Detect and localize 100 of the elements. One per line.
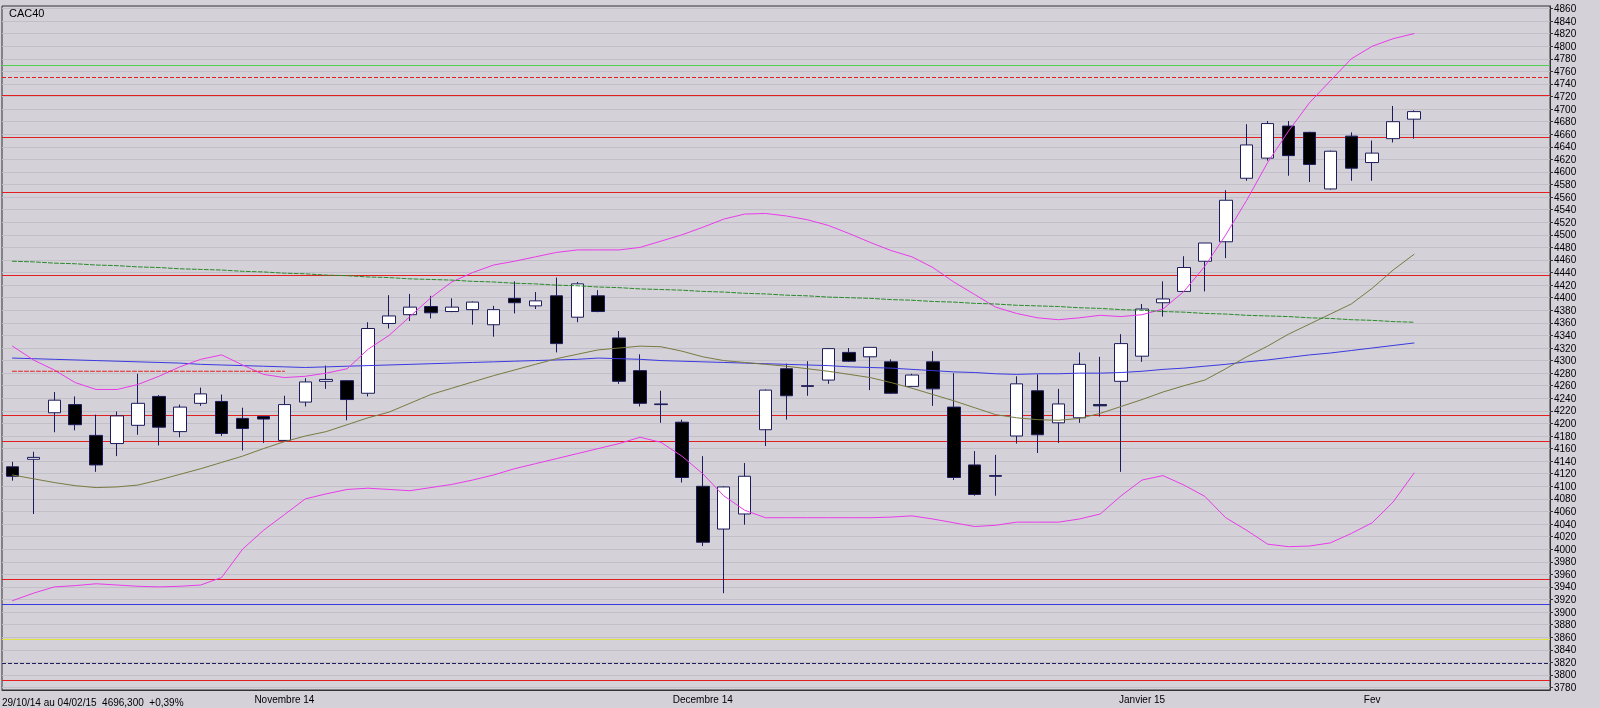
y-tick-label: 4760 (1554, 65, 1577, 77)
x-tick-label: Decembre 14 (672, 693, 734, 705)
candlestick (466, 300, 479, 326)
candlestick (571, 281, 584, 323)
candlestick (68, 395, 82, 431)
candlestick (1156, 280, 1170, 318)
candlestick (863, 346, 877, 391)
candlestick (1010, 375, 1023, 445)
chart-title: CAC40 (9, 6, 45, 19)
candlestick (884, 358, 898, 395)
candlestick (361, 321, 375, 397)
candlestick (968, 450, 981, 497)
y-tick-label: 4300 (1554, 355, 1577, 367)
candlestick (947, 372, 961, 481)
candlestick (299, 377, 312, 407)
y-tick-label: 4580 (1554, 179, 1577, 191)
y-tick-label: 4620 (1554, 153, 1577, 165)
y-tick-label: 4420 (1554, 279, 1577, 291)
candlestick (591, 289, 605, 313)
candlestick (27, 451, 40, 515)
y-tick-label: 4180 (1554, 430, 1577, 442)
y-tick-label: 4720 (1554, 91, 1577, 103)
y-tick-label: 4060 (1554, 505, 1577, 517)
candlestick (487, 305, 500, 338)
candlestick (319, 365, 333, 390)
y-tick-label: 4000 (1554, 543, 1577, 555)
candlestick (1219, 189, 1233, 259)
y-tick-label: 4520 (1554, 216, 1577, 228)
y-tick-label: 4160 (1554, 443, 1577, 455)
candlestick (905, 373, 919, 388)
candlestick (1073, 351, 1086, 424)
y-tick-label: 3840 (1554, 644, 1577, 656)
candlestick (612, 330, 626, 385)
y-tick-label: 4820 (1554, 28, 1577, 40)
candlestick (801, 360, 814, 397)
candlestick (1177, 255, 1191, 293)
y-tick-label: 4440 (1554, 267, 1577, 279)
candlestick (738, 462, 751, 526)
line-series (11, 436, 1415, 602)
y-tick-label: 3940 (1554, 581, 1577, 593)
candlestick (236, 407, 249, 451)
candlestick (1324, 150, 1337, 191)
candlestick (278, 395, 291, 442)
candlestick (1031, 373, 1044, 454)
y-tick-label: 4560 (1554, 191, 1577, 203)
candlestick (257, 415, 270, 444)
candlestick (822, 347, 835, 385)
y-tick-label: 4120 (1554, 468, 1577, 480)
candlestick (1114, 333, 1128, 473)
candlestick (550, 277, 563, 353)
candlestick (110, 411, 124, 457)
y-tick-label: 4100 (1554, 480, 1577, 492)
y-tick-label: 3780 (1554, 681, 1577, 693)
candlestick (1303, 131, 1316, 183)
candlestick (759, 388, 772, 447)
text: 29/10/14 au 04/02/15 4696,300 +0,39% (2, 696, 184, 708)
candlestick (131, 373, 145, 436)
candlestick (1261, 120, 1274, 162)
y-tick-label: 4400 (1554, 292, 1577, 304)
y-tick-label: 4640 (1554, 141, 1577, 153)
y-tick-label: 4220 (1554, 405, 1577, 417)
candlestick (1135, 303, 1149, 363)
candlestick (1240, 123, 1253, 182)
y-tick-label: 4360 (1554, 317, 1577, 329)
candlestick (152, 394, 166, 446)
candlestick (780, 363, 793, 421)
y-tick-label: 4860 (1554, 3, 1577, 15)
x-tick-label: Janvier 15 (1119, 693, 1166, 705)
candlestick (717, 485, 730, 594)
candlestick (926, 350, 940, 407)
y-tick-label: 4680 (1554, 116, 1577, 128)
candlestick (48, 391, 61, 433)
x-tick-label: Novembre 14 (254, 693, 315, 705)
y-tick-label: 4240 (1554, 392, 1577, 404)
y-tick-label: 3920 (1554, 593, 1577, 605)
candlestick (654, 390, 668, 424)
candlestick (215, 394, 228, 437)
y-tick-label: 4320 (1554, 342, 1577, 354)
candlestick (382, 294, 396, 330)
y-tick-label: 4800 (1554, 40, 1577, 52)
y-tick-label: 4780 (1554, 53, 1577, 65)
y-tick-label: 4740 (1554, 78, 1577, 90)
y-tick-label: 4340 (1554, 329, 1577, 341)
candlestick (1282, 120, 1295, 177)
y-tick-label: 4080 (1554, 493, 1577, 505)
y-tick-label: 4380 (1554, 304, 1577, 316)
y-tick-label: 4020 (1554, 531, 1577, 543)
candlestick (89, 414, 103, 473)
y-tick-label: 4660 (1554, 128, 1577, 140)
y-tick-label: 4480 (1554, 241, 1577, 253)
candlestick (340, 379, 354, 421)
y-tick-label: 3980 (1554, 556, 1577, 568)
candlestick (842, 347, 856, 363)
candlestick (173, 404, 187, 438)
candlestick (403, 293, 417, 322)
y-tick-label: 3800 (1554, 669, 1577, 681)
y-tick-label: 4260 (1554, 380, 1577, 392)
y-tick-label: 4460 (1554, 254, 1577, 266)
candlestick (529, 291, 542, 310)
y-tick-label: 4040 (1554, 518, 1577, 530)
